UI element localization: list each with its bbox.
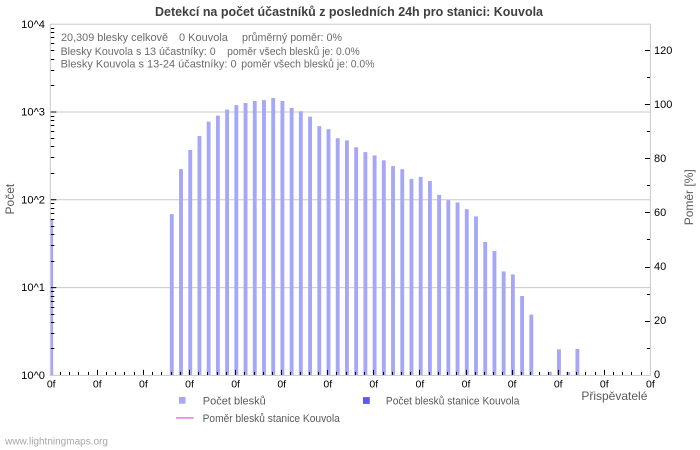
- svg-text:poměr všech blesků je: 0.0%: poměr všech blesků je: 0.0%: [241, 59, 374, 71]
- svg-text:0f: 0f: [139, 379, 148, 391]
- svg-text:www.lightningmaps.org: www.lightningmaps.org: [4, 436, 108, 447]
- svg-text:0f: 0f: [47, 379, 56, 391]
- svg-text:10^4: 10^4: [21, 19, 45, 31]
- svg-text:0: 0: [654, 369, 660, 381]
- svg-text:Počet: Počet: [3, 183, 17, 214]
- svg-text:100: 100: [654, 99, 672, 111]
- svg-text:0f: 0f: [416, 379, 425, 391]
- svg-text:0f: 0f: [600, 379, 609, 391]
- svg-text:0f: 0f: [185, 379, 194, 391]
- svg-text:Detekcí na počet účastníků z p: Detekcí na počet účastníků z posledních …: [155, 5, 544, 19]
- svg-text:Počet blesků: Počet blesků: [203, 396, 266, 408]
- svg-text:0f: 0f: [369, 379, 378, 391]
- svg-text:0f: 0f: [93, 379, 102, 391]
- svg-text:10^3: 10^3: [21, 107, 45, 119]
- svg-text:10^0: 10^0: [21, 370, 45, 382]
- svg-text:Přispěvatelé: Přispěvatelé: [581, 389, 647, 403]
- svg-text:průměrný poměr: 0%: průměrný poměr: 0%: [242, 32, 342, 44]
- svg-text:0f: 0f: [554, 379, 563, 391]
- svg-text:0f: 0f: [508, 379, 517, 391]
- svg-text:Blesky Kouvola s 13-24 účastní: Blesky Kouvola s 13-24 účastníky: 0: [61, 59, 237, 71]
- svg-text:10^2: 10^2: [21, 195, 45, 207]
- svg-text:20,309 blesky celkově: 20,309 blesky celkově: [61, 32, 168, 44]
- svg-text:60: 60: [654, 207, 666, 219]
- svg-text:Poměr [%]: Poměr [%]: [682, 169, 696, 225]
- svg-text:0f: 0f: [323, 379, 332, 391]
- svg-text:Blesky Kouvola s 13 účastníky:: Blesky Kouvola s 13 účastníky: 0: [61, 46, 216, 58]
- svg-text:poměr všech blesků je: 0.0%: poměr všech blesků je: 0.0%: [227, 46, 360, 58]
- svg-text:20: 20: [654, 315, 666, 327]
- svg-text:Poměr blesků stanice Kouvola: Poměr blesků stanice Kouvola: [203, 413, 341, 425]
- svg-text:0f: 0f: [231, 379, 240, 391]
- svg-text:0f: 0f: [462, 379, 471, 391]
- svg-text:0f: 0f: [277, 379, 286, 391]
- svg-text:80: 80: [654, 153, 666, 165]
- svg-text:10^1: 10^1: [21, 282, 45, 294]
- svg-text:0 Kouvola: 0 Kouvola: [179, 32, 229, 44]
- svg-text:Počet blesků stanice Kouvola: Počet blesků stanice Kouvola: [386, 396, 520, 408]
- svg-text:40: 40: [654, 261, 666, 273]
- svg-text:0f: 0f: [646, 379, 655, 391]
- svg-text:120: 120: [654, 45, 672, 57]
